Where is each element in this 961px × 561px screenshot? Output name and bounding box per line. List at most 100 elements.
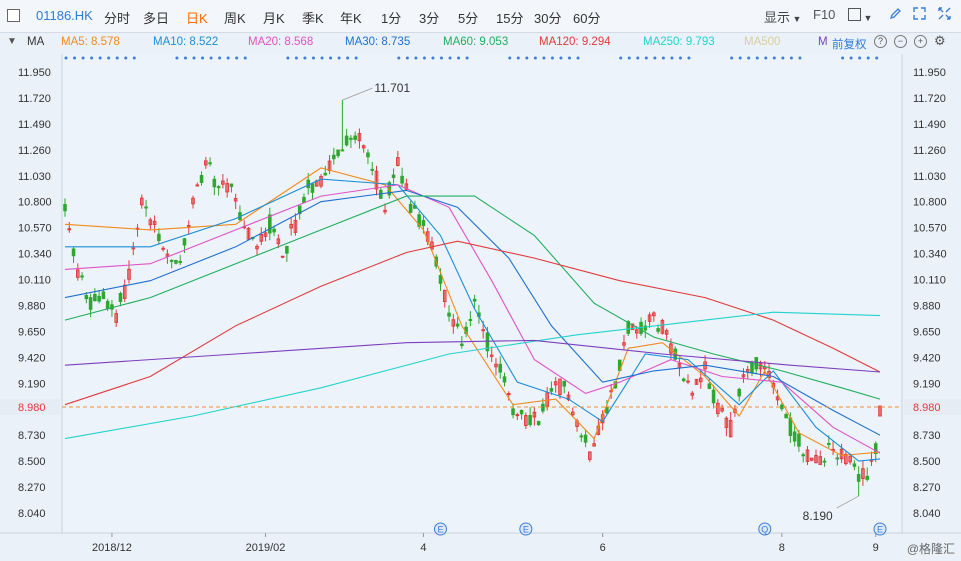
- candle-body: [276, 238, 281, 245]
- candle-body: [643, 325, 648, 331]
- adjust-mode-button[interactable]: 前复权: [832, 39, 867, 51]
- event-dot: [644, 56, 648, 60]
- tab-period-0[interactable]: 分时: [104, 11, 131, 26]
- tab-period-5[interactable]: 季K: [302, 11, 324, 26]
- event-marker-label: E: [523, 525, 529, 535]
- y-tick-label: 8.040: [913, 508, 941, 520]
- candle-body: [233, 197, 238, 202]
- x-tick-label: 4: [420, 542, 426, 554]
- candle-body: [118, 293, 123, 303]
- candle-body: [737, 388, 741, 397]
- ma-legend-item[interactable]: MA20: 8.568: [248, 36, 314, 48]
- select-checkbox[interactable]: [7, 9, 20, 22]
- candle-body: [344, 135, 349, 146]
- collapse-icon[interactable]: ▼: [7, 36, 17, 47]
- tab-period-11[interactable]: 30分: [534, 11, 562, 26]
- candle-body: [553, 381, 558, 386]
- event-dot: [98, 56, 102, 60]
- ma-legend-item[interactable]: MA120: 9.294: [539, 36, 611, 48]
- candle-body: [728, 419, 733, 438]
- y-tick-label: 8.980: [18, 402, 46, 414]
- help-icon[interactable]: ?: [874, 35, 887, 48]
- ma-legend-item[interactable]: MA250: 9.793: [643, 36, 715, 48]
- candle-body: [652, 312, 656, 317]
- candle-body: [549, 388, 554, 392]
- tab-period-2[interactable]: 日K: [186, 11, 208, 26]
- event-dot: [653, 56, 657, 60]
- x-tick-label: 2019/02: [246, 542, 286, 554]
- candle-body: [84, 295, 89, 300]
- event-marker[interactable]: [873, 522, 887, 536]
- candle-body: [101, 291, 106, 300]
- tab-period-10[interactable]: 15分: [496, 11, 524, 26]
- candle-body: [408, 203, 413, 213]
- f10-button[interactable]: F10: [813, 7, 836, 22]
- candle-body: [647, 314, 652, 322]
- gear-icon[interactable]: ⚙: [934, 33, 946, 48]
- event-dot: [337, 56, 341, 60]
- tab-period-6[interactable]: 年K: [340, 11, 362, 26]
- candle-body: [246, 227, 251, 240]
- event-dot: [124, 56, 128, 60]
- candle-body: [212, 178, 217, 188]
- candle-body: [114, 313, 118, 323]
- pencil-icon[interactable]: [888, 6, 903, 24]
- event-dot: [772, 56, 776, 60]
- candle-body: [519, 409, 524, 415]
- candle-body: [186, 224, 191, 227]
- candlestick-chart[interactable]: 11.950 11.950 11.720 11.720 11.490 11.490 11.2…: [0, 51, 961, 561]
- y-tick-label: 9.880: [18, 300, 46, 312]
- tab-period-4[interactable]: 月K: [263, 11, 285, 26]
- candle-body: [511, 408, 515, 416]
- candle-body: [622, 342, 626, 346]
- candle-body: [293, 219, 298, 233]
- event-marker[interactable]: [433, 522, 447, 536]
- ma-legend-item[interactable]: MA5: 8.578: [61, 36, 120, 48]
- tab-period-12[interactable]: 60分: [573, 11, 601, 26]
- y-tick-label: 9.650: [18, 326, 46, 338]
- candle-body: [792, 431, 797, 442]
- tab-period-9[interactable]: 5分: [458, 11, 479, 26]
- candle-body: [396, 157, 400, 166]
- tab-period-8[interactable]: 3分: [419, 11, 440, 26]
- expand-icon[interactable]: [912, 6, 927, 24]
- y-tick-label: 8.980: [913, 402, 941, 414]
- stock-symbol[interactable]: 01186.HK: [36, 8, 93, 23]
- layout-square-button[interactable]: ▼: [848, 8, 872, 24]
- candle-body: [421, 220, 426, 227]
- candle-body: [442, 289, 447, 303]
- event-marker[interactable]: [519, 522, 533, 536]
- ma-label[interactable]: MA: [27, 36, 45, 48]
- candle-body: [681, 378, 686, 382]
- zoom-in-icon[interactable]: +: [914, 35, 927, 48]
- ma-legend-item[interactable]: MA60: 9.053: [443, 36, 509, 48]
- candle-body: [579, 435, 584, 438]
- ma-line-ma60: [64, 195, 881, 400]
- candle-body: [468, 319, 473, 322]
- tab-period-1[interactable]: 多日: [143, 11, 170, 26]
- tab-period-3[interactable]: 周K: [224, 11, 246, 26]
- fullscreen-icon[interactable]: [937, 6, 952, 24]
- candle-body: [839, 448, 844, 460]
- event-dot: [354, 56, 358, 60]
- ma-legend-item[interactable]: M: [818, 36, 828, 48]
- candle-body: [720, 407, 724, 412]
- candle-body: [562, 380, 567, 387]
- event-dot: [465, 56, 469, 60]
- candle-body: [169, 259, 174, 262]
- candle-body: [417, 214, 421, 227]
- zoom-out-icon[interactable]: −: [894, 35, 907, 48]
- candle-body: [780, 404, 784, 410]
- ma-legend-item[interactable]: MA30: 8.735: [345, 36, 411, 48]
- event-dot: [678, 56, 682, 60]
- candle-body: [699, 377, 703, 383]
- ma-legend-item[interactable]: MA500: [744, 36, 781, 48]
- tab-period-7[interactable]: 1分: [381, 11, 402, 26]
- ma-legend-item[interactable]: MA10: 8.522: [153, 36, 219, 48]
- ma-line-ma250: [64, 311, 881, 440]
- display-menu-button[interactable]: 显示 ▼: [764, 7, 801, 26]
- candle-body: [144, 206, 148, 209]
- event-marker[interactable]: [758, 522, 772, 536]
- y-tick-label: 9.650: [913, 326, 941, 338]
- candle-body: [323, 172, 328, 176]
